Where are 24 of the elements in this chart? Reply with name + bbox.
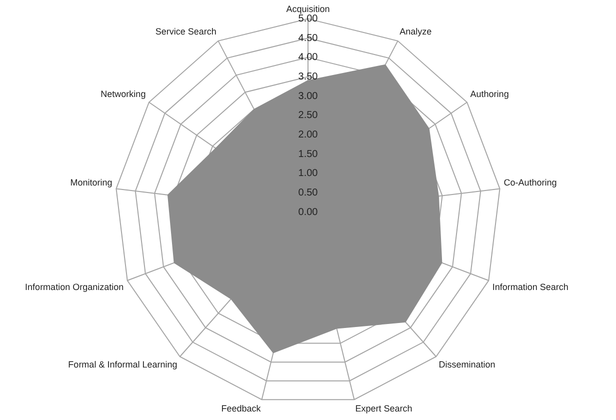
y-tick-label: 4.00 [298, 52, 318, 64]
y-tick-label: 0.00 [298, 206, 318, 218]
y-tick-label: 4.50 [298, 32, 318, 44]
y-tick-label: 3.50 [298, 72, 318, 83]
spoke-label: Information Organization [25, 282, 124, 292]
y-tick-label: 3.00 [298, 90, 318, 102]
spoke-label: Feedback [221, 403, 262, 414]
spoke-label: Monitoring [70, 177, 112, 188]
spoke-label: Analyze [400, 26, 432, 36]
spoke-label: Authoring [470, 89, 509, 100]
spoke-label: Networking [100, 89, 146, 100]
spoke-label: Expert Search [355, 403, 412, 414]
spoke-label: Acquisition [286, 4, 330, 14]
spoke-label: Co-Authoring [504, 177, 557, 188]
y-tick-label: 0.50 [298, 187, 318, 198]
y-tick-label: 2.00 [298, 129, 318, 140]
spoke-label: Dissemination [438, 359, 496, 370]
y-tick-label: 2.50 [298, 110, 318, 122]
spoke-label: Information Search [492, 282, 568, 292]
y-tick-label: 5.00 [298, 14, 318, 25]
y-tick-label: 1.00 [298, 168, 318, 180]
spoke-label: Formal & Informal Learning [68, 359, 178, 370]
spoke-label: Service Search [155, 26, 216, 36]
y-tick-label: 1.50 [298, 148, 318, 160]
